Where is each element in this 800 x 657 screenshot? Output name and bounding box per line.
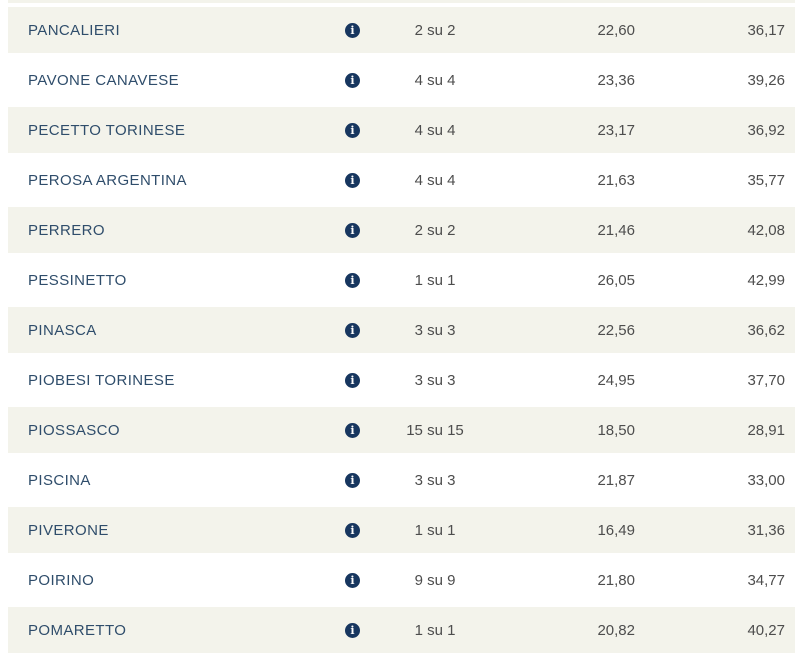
numeric-value-1: 24,95 [597, 371, 635, 389]
numeric-value-1: 20,82 [597, 621, 635, 639]
table-rows-container: PANCALIERI i 2 su 2 22,60 36,17 PAVONE C… [8, 7, 795, 653]
municipality-link[interactable]: PESSINETTO [28, 271, 127, 289]
numeric-value-2: 36,92 [747, 121, 785, 139]
numeric-value-1: 21,87 [597, 471, 635, 489]
numeric-value-2: 34,77 [747, 571, 785, 589]
municipality-link[interactable]: POMARETTO [28, 621, 127, 639]
numeric-value-2: 39,26 [747, 71, 785, 89]
count-ratio: 4 su 4 [414, 121, 456, 139]
numeric-value-1: 23,17 [597, 121, 635, 139]
info-cell: i [330, 172, 375, 188]
info-cell: i [330, 622, 375, 638]
municipality-link[interactable]: PINASCA [28, 321, 97, 339]
municipality-link[interactable]: PECETTO TORINESE [28, 121, 186, 139]
numeric-value-1: 22,60 [597, 21, 635, 39]
info-icon[interactable]: i [345, 422, 360, 438]
numeric-value-2: 35,77 [747, 171, 785, 189]
count-ratio: 9 su 9 [414, 571, 456, 589]
numeric-value-2: 28,91 [747, 421, 785, 439]
municipality-link[interactable]: PAVONE CANAVESE [28, 71, 180, 89]
municipality-link[interactable]: POIRINO [28, 571, 95, 589]
count-ratio: 2 su 2 [414, 21, 456, 39]
municipality-table: PANCALIERI i 2 su 2 22,60 36,17 PAVONE C… [8, 0, 795, 657]
table-row: POMARETTO i 1 su 1 20,82 40,27 [8, 607, 795, 653]
table-row: PIOSSASCO i 15 su 15 18,50 28,91 [8, 407, 795, 453]
municipality-link[interactable]: PERRERO [28, 221, 105, 239]
table-row: POIRINO i 9 su 9 21,80 34,77 [8, 557, 795, 603]
info-icon[interactable]: i [345, 572, 360, 588]
numeric-value-2: 36,17 [747, 21, 785, 39]
count-ratio: 15 su 15 [406, 421, 464, 439]
count-ratio: 4 su 4 [414, 71, 456, 89]
info-icon[interactable]: i [345, 622, 360, 638]
table-row: PEROSA ARGENTINA i 4 su 4 21,63 35,77 [8, 157, 795, 203]
info-cell: i [330, 22, 375, 38]
table-row: PIVERONE i 1 su 1 16,49 31,36 [8, 507, 795, 553]
info-icon[interactable]: i [345, 372, 360, 388]
table-row: PANCALIERI i 2 su 2 22,60 36,17 [8, 7, 795, 53]
municipality-link[interactable]: PANCALIERI [28, 21, 121, 39]
numeric-value-2: 42,08 [747, 221, 785, 239]
count-ratio: 3 su 3 [414, 321, 456, 339]
info-icon[interactable]: i [345, 272, 360, 288]
count-ratio: 1 su 1 [414, 271, 456, 289]
info-icon[interactable]: i [345, 472, 360, 488]
count-ratio: 2 su 2 [414, 221, 456, 239]
info-icon[interactable]: i [345, 72, 360, 88]
info-cell: i [330, 222, 375, 238]
info-cell: i [330, 522, 375, 538]
numeric-value-1: 21,63 [597, 171, 635, 189]
table-row: PINASCA i 3 su 3 22,56 36,62 [8, 307, 795, 353]
info-cell: i [330, 322, 375, 338]
info-cell: i [330, 122, 375, 138]
info-cell: i [330, 372, 375, 388]
numeric-value-2: 31,36 [747, 521, 785, 539]
numeric-value-1: 22,56 [597, 321, 635, 339]
table-row: PAVONE CANAVESE i 4 su 4 23,36 39,26 [8, 57, 795, 103]
municipality-link[interactable]: PISCINA [28, 471, 91, 489]
municipality-link[interactable]: PEROSA ARGENTINA [28, 171, 187, 189]
table-row: PERRERO i 2 su 2 21,46 42,08 [8, 207, 795, 253]
numeric-value-2: 33,00 [747, 471, 785, 489]
count-ratio: 3 su 3 [414, 471, 456, 489]
numeric-value-1: 21,46 [597, 221, 635, 239]
info-icon[interactable]: i [345, 172, 360, 188]
table-row: PECETTO TORINESE i 4 su 4 23,17 36,92 [8, 107, 795, 153]
numeric-value-1: 23,36 [597, 71, 635, 89]
info-icon[interactable]: i [345, 522, 360, 538]
numeric-value-2: 37,70 [747, 371, 785, 389]
info-cell: i [330, 422, 375, 438]
info-icon[interactable]: i [345, 22, 360, 38]
table-row-partial [8, 0, 795, 3]
numeric-value-2: 36,62 [747, 321, 785, 339]
table-row: PISCINA i 3 su 3 21,87 33,00 [8, 457, 795, 503]
numeric-value-2: 40,27 [747, 621, 785, 639]
count-ratio: 1 su 1 [414, 621, 456, 639]
count-ratio: 1 su 1 [414, 521, 456, 539]
municipality-link[interactable]: PIVERONE [28, 521, 109, 539]
numeric-value-2: 42,99 [747, 271, 785, 289]
table-row: PESSINETTO i 1 su 1 26,05 42,99 [8, 257, 795, 303]
municipality-link[interactable]: PIOBESI TORINESE [28, 371, 175, 389]
numeric-value-1: 26,05 [597, 271, 635, 289]
count-ratio: 3 su 3 [414, 371, 456, 389]
info-cell: i [330, 72, 375, 88]
numeric-value-1: 16,49 [597, 521, 635, 539]
count-ratio: 4 su 4 [414, 171, 456, 189]
municipality-link[interactable]: PIOSSASCO [28, 421, 120, 439]
info-cell: i [330, 572, 375, 588]
table-row: PIOBESI TORINESE i 3 su 3 24,95 37,70 [8, 357, 795, 403]
info-icon[interactable]: i [345, 222, 360, 238]
info-cell: i [330, 472, 375, 488]
numeric-value-1: 21,80 [597, 571, 635, 589]
info-icon[interactable]: i [345, 322, 360, 338]
numeric-value-1: 18,50 [597, 421, 635, 439]
info-cell: i [330, 272, 375, 288]
info-icon[interactable]: i [345, 122, 360, 138]
